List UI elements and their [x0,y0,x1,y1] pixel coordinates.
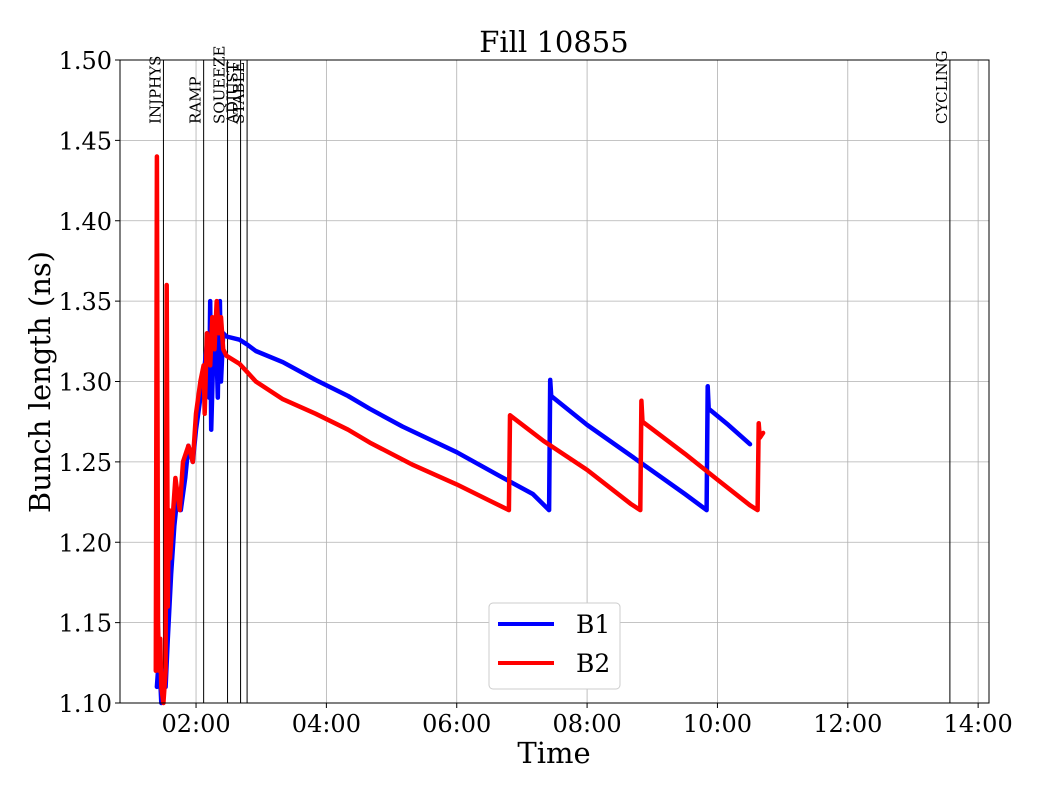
data-series [153,154,766,706]
x-tick-label: 10:00 [683,710,752,738]
x-tick-label: 04:00 [292,710,361,738]
y-axis-label: Bunch length (ns) [23,251,57,513]
y-tick-label: 1.50 [59,47,112,75]
x-tick-label: 02:00 [161,710,230,738]
axis-ticks: 02:00 04:00 06:00 08:00 10:00 12:00 14:00 1.10 1… [59,47,1013,738]
y-tick-label: 1.30 [59,369,112,397]
y-tick-label: 1.35 [59,288,112,316]
y-tick-label: 1.20 [59,529,112,557]
x-tick-label: 06:00 [422,710,491,738]
phase-label-adjust: ADJUST [224,62,242,125]
chart-title: Fill 10855 [479,25,628,59]
y-tick-label: 1.10 [59,690,112,718]
y-tick-label: 1.40 [59,208,112,236]
x-axis-label: Time [517,736,590,770]
legend-label-b2: B2 [576,649,610,678]
phase-label-cycling: CYCLING [933,50,951,124]
y-tick-label: 1.15 [59,610,112,638]
legend-label-b1: B1 [576,610,610,639]
phase-label-stable: STABLE [230,62,248,124]
y-tick-label: 1.45 [59,127,112,155]
legend: B1 B2 [488,602,621,690]
phase-label-ramp: RAMP [187,76,205,124]
phase-label-injphys: INJPHYS [146,56,164,124]
y-tick-label: 1.25 [59,449,112,477]
x-tick-label: 14:00 [944,710,1013,738]
x-tick-label: 12:00 [813,710,882,738]
x-tick-label: 08:00 [553,710,622,738]
phase-label-squeeze: SQUEEZE [211,46,229,125]
series-line-b2 [153,154,766,706]
